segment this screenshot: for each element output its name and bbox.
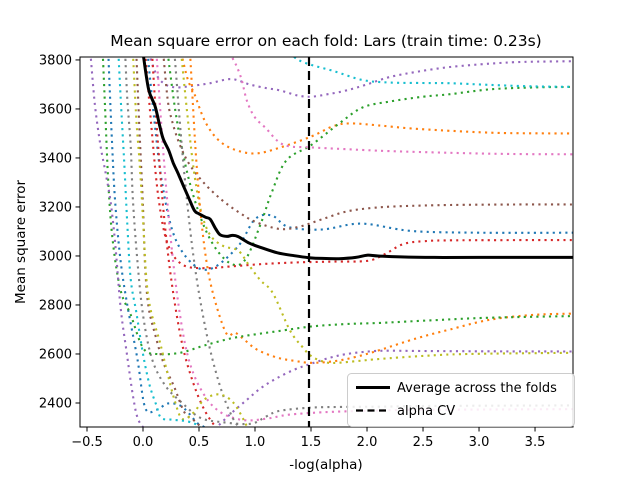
chart-title: Mean square error on each fold: Lars (tr… [110,32,541,50]
legend-entry-average: Average across the folds [397,381,557,396]
y-axis-label: Mean square error [13,180,29,304]
legend-box [347,373,575,427]
y-tick-label: 3800 [39,53,72,68]
x-tick-label: 3.0 [469,435,490,450]
legend-frame [347,373,575,427]
y-tick-label: 2400 [39,396,72,411]
y-tick-label: 2800 [39,298,72,313]
x-tick-label: 2.0 [357,435,378,450]
x-tick-label: 1.0 [245,435,266,450]
fold-line-fold-13 [101,57,573,356]
fold-line-fold-10 [292,57,573,88]
fold-line-fold-17 [155,57,573,422]
x-tick-label: 0.0 [133,435,154,450]
plot-border [79,56,574,428]
axes: −0.5 0.0 0.5 1.0 1.5 2.0 2.5 3.0 3.5 2400 2600 2800… [39,53,574,450]
y-tick-label: 2600 [39,347,72,362]
fold-line-fold-3 [167,57,573,267]
x-tick-label: 2.5 [413,435,434,450]
fold-line-fold-16 [135,57,203,427]
fold-line-fold-20 [117,57,202,427]
x-axis-label: -log(alpha) [289,457,362,473]
y-tick-label: 3000 [39,249,72,264]
fold-line-fold-1 [146,57,573,271]
legend: Average across the folds alpha CV [347,373,575,427]
y-tick-label: 3400 [39,151,72,166]
fold-line-fold-6 [162,57,573,231]
legend-entry-alpha-cv: alpha CV [397,404,455,419]
x-tick-label: −0.5 [71,435,103,450]
x-tick-label: 3.5 [525,435,546,450]
fold-line-fold-7 [230,57,573,156]
fold-line-fold-5 [148,57,573,98]
fold-line-fold-9 [180,57,573,365]
x-tick-label: 1.5 [301,435,322,450]
y-tick-label: 3200 [39,200,72,215]
fold-line-fold-14 [151,57,217,427]
fold-line-fold-8 [124,57,573,426]
fold-line-fold-2 [181,57,573,155]
y-tick-label: 3600 [39,102,72,117]
fold-line-fold-12 [189,57,573,364]
x-tick-label: 0.5 [189,435,210,450]
average-line [142,57,573,261]
